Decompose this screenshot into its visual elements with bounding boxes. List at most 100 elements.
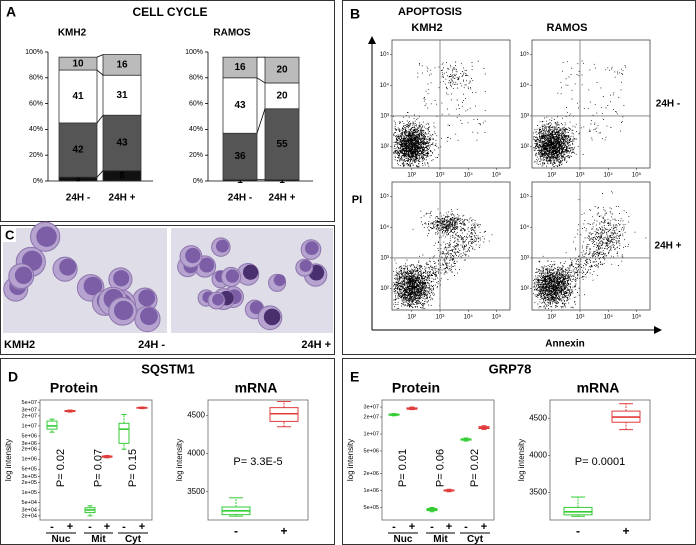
x-tick-label: - <box>464 521 468 533</box>
x-tick-label: 10³ <box>576 173 585 179</box>
data-label: 31 <box>116 90 128 101</box>
y-tick-label: 5e+05 <box>364 505 379 511</box>
x-tick-label: 24H + <box>109 193 136 204</box>
x-tick-label: 10² <box>407 173 416 179</box>
nucleus <box>273 274 286 287</box>
dot-cloud <box>393 208 493 310</box>
dot-cloud <box>533 190 647 310</box>
bar-segment <box>102 54 142 76</box>
x-tick-label: + <box>67 521 73 533</box>
data-label: 55 <box>276 139 288 150</box>
connector <box>256 77 266 84</box>
y-tick-label: 10² <box>380 144 389 150</box>
column-label: RAMOS <box>547 22 588 34</box>
y-tick-label: 10⁵ <box>380 51 390 58</box>
bar-segment <box>222 77 258 134</box>
x-tick-label: + <box>139 521 145 533</box>
group-label: Cyt <box>467 534 484 545</box>
y-axis-label: log intensity <box>346 439 355 481</box>
y-tick-label: 10² <box>520 144 529 150</box>
nucleus <box>225 269 240 283</box>
y-tick-label: 5e+06 <box>364 448 379 454</box>
bar-segment <box>102 74 142 116</box>
y-tick-label: 100% <box>185 49 203 56</box>
x-tick-label: + <box>446 521 452 533</box>
y-tick-label: 2e+06 <box>22 447 37 453</box>
nucleus <box>242 264 259 280</box>
x-tick-label: 10² <box>547 173 556 179</box>
data-label: 20 <box>276 65 288 76</box>
y-tick-label: 3e+07 <box>364 405 379 411</box>
x-tick-label: + <box>280 524 287 538</box>
y-tick-label: 2e+07 <box>364 414 379 420</box>
y-tick-label: 4000 <box>529 451 547 460</box>
row-label: 24H - <box>656 99 680 110</box>
subplot-title: Protein <box>392 380 440 396</box>
plot-frame <box>381 399 495 521</box>
y-tick-label: 10² <box>380 286 389 292</box>
x-tick-label: 10⁴ <box>604 314 614 321</box>
x-tick-label: + <box>481 521 487 533</box>
nucleus <box>263 308 281 326</box>
x-tick-label: 10⁴ <box>464 314 474 321</box>
x-tick-label: 24H - <box>228 193 252 204</box>
y-tick-label: 4500 <box>187 410 205 419</box>
nucleus <box>249 301 263 315</box>
x-tick-label: 10⁴ <box>464 172 474 179</box>
caption: KMH2 <box>4 339 35 351</box>
nucleus <box>140 307 158 326</box>
subplot-title: mRNA <box>235 380 278 396</box>
subplot-title: Protein <box>50 380 98 396</box>
y-tick-label: 5e+06 <box>22 433 37 439</box>
y-tick-label: 2e+05 <box>22 480 37 486</box>
caption: 24H + <box>301 339 331 351</box>
x-tick-label: 10² <box>407 315 416 321</box>
x-tick-label: - <box>122 521 126 533</box>
x-tick-label: 10³ <box>576 315 585 321</box>
y-tick-label: 4500 <box>529 414 547 423</box>
y-tick-label: 2e+07 <box>22 413 37 419</box>
data-label: 1 <box>237 175 243 186</box>
box <box>46 420 58 430</box>
bar-segment <box>264 82 300 110</box>
y-tick-label: 10³ <box>520 114 529 120</box>
nucleus <box>185 247 201 264</box>
group-label: Nuc <box>394 534 413 545</box>
x-tick-label: - <box>576 524 580 538</box>
group-label: Mit <box>433 534 448 545</box>
data-label: 20 <box>276 91 288 102</box>
panel-title: GRP78 <box>489 361 532 376</box>
x-tick-label: 10⁵ <box>492 314 502 321</box>
nucleus <box>14 266 33 285</box>
y-tick-label: 60% <box>29 100 43 107</box>
column-label: KMH2 <box>411 22 442 34</box>
y-tick-label: 3e+04 <box>22 507 37 513</box>
y-tick-label: 40% <box>29 126 43 133</box>
p-value: P= 0.07 <box>92 449 104 487</box>
bar-segment <box>264 108 300 181</box>
nucleus <box>299 260 312 272</box>
subplot-title: mRNA <box>577 380 620 396</box>
bar-segment <box>222 132 258 181</box>
connector <box>256 108 266 134</box>
y-tick-label: 3500 <box>529 488 547 497</box>
nucleus <box>83 276 103 296</box>
x-tick-label: - <box>430 521 434 533</box>
connector <box>96 170 104 178</box>
y-tick-label: 5e+04 <box>22 500 37 506</box>
x-tick-label: - <box>392 521 396 533</box>
panel-frame <box>0 0 335 222</box>
bar-segment <box>58 69 98 124</box>
plot-frame <box>549 399 651 521</box>
y-axis-label: PI <box>352 194 362 206</box>
p-value: P= 3.3E-5 <box>233 456 282 468</box>
y-tick-label: 3500 <box>187 487 205 496</box>
connector <box>96 114 104 124</box>
x-tick-label: 10⁵ <box>632 172 642 179</box>
data-label: 16 <box>116 60 128 71</box>
y-tick-label: 1e+07 <box>22 423 37 429</box>
y-tick-label: 20% <box>29 152 43 159</box>
x-tick-label: 10⁵ <box>492 172 502 179</box>
p-value: P= 0.02 <box>469 449 481 487</box>
